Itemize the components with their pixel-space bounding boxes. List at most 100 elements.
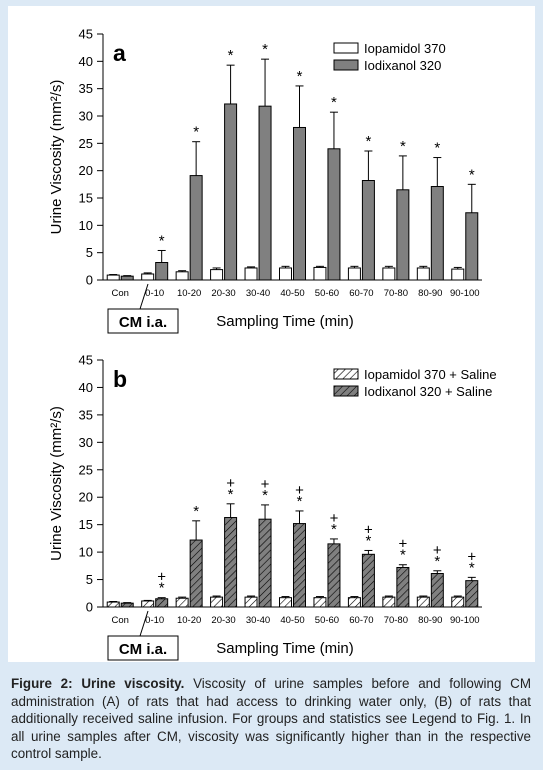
x-tick-label: 50-60 <box>315 615 339 626</box>
note-box <box>107 308 179 334</box>
x-tick-label: 0-10 <box>145 288 164 299</box>
bar <box>258 105 272 281</box>
bar <box>416 267 430 281</box>
bar <box>313 266 327 281</box>
significance-mark: + <box>364 521 373 538</box>
x-tick-label: 50-60 <box>315 288 339 299</box>
bar <box>347 267 361 281</box>
bar <box>382 596 396 608</box>
note: CM i.a. <box>119 314 167 331</box>
note-connector <box>139 283 149 310</box>
significance-mark: * <box>434 553 440 570</box>
bar <box>279 597 292 608</box>
legend-label: Iopamidol 370 <box>364 41 446 56</box>
significance-mark: * <box>365 532 371 549</box>
x-tick-label: Con <box>112 288 129 299</box>
figure: a 0 5 10 15 20 25 30 35 40 45 Urine Viscosity (mm²/… <box>8 6 535 662</box>
bar <box>155 598 169 608</box>
legend-label: Iodixanol 320 <box>364 58 441 73</box>
x-axis-label: Sampling Time (min) <box>216 313 354 330</box>
significance-mark: * <box>262 41 268 58</box>
x-tick-label: 10-20 <box>177 615 201 626</box>
y-tick-label: 0 <box>86 600 93 615</box>
x-tick-label: 70-80 <box>384 615 408 626</box>
bar <box>416 596 430 608</box>
y-tick-label: 30 <box>79 435 93 450</box>
significance-mark: * <box>469 166 475 183</box>
x-tick-label: 40-50 <box>280 615 304 626</box>
significance-mark: * <box>262 487 268 504</box>
x-tick-label: 80-90 <box>418 615 442 626</box>
bar <box>210 596 224 608</box>
significance-mark: * <box>469 559 475 576</box>
bar <box>465 212 479 281</box>
significance-mark: + <box>433 542 442 559</box>
significance-mark: * <box>297 493 303 510</box>
bar <box>382 267 396 281</box>
y-tick-label: 25 <box>79 462 93 477</box>
bar <box>430 186 444 281</box>
legend-swatch <box>333 42 359 54</box>
bar <box>106 601 120 608</box>
bar <box>175 271 189 281</box>
significance-mark: * <box>159 580 165 597</box>
bar <box>347 597 361 608</box>
bar <box>361 180 375 281</box>
legend-label: Iopamidol 370 + Saline <box>364 367 497 382</box>
x-tick-label: 30-40 <box>246 615 270 626</box>
bar <box>224 103 238 281</box>
y-tick-label: 15 <box>79 517 93 532</box>
caption-text: Viscosity of urine samples before and fo… <box>11 676 531 761</box>
y-tick-label: 40 <box>79 380 93 395</box>
significance-mark: * <box>400 547 406 564</box>
bar <box>396 566 410 608</box>
y-tick-label: 10 <box>79 545 93 560</box>
x-tick-label: 40-50 <box>280 288 304 299</box>
y-axis-label: Urine Viscosity (mm²/s) <box>48 406 65 561</box>
y-tick-label: 35 <box>79 81 93 96</box>
x-tick-label: 60-70 <box>349 288 373 299</box>
y-tick-label: 40 <box>79 54 93 69</box>
significance-mark: + <box>226 475 235 492</box>
bar <box>451 596 465 608</box>
bar <box>293 523 306 608</box>
bar <box>106 274 120 281</box>
x-tick-label: 0-10 <box>145 615 164 626</box>
bar <box>293 126 306 281</box>
bar <box>327 148 341 281</box>
x-tick-label: 70-80 <box>384 288 408 299</box>
x-axis-label: Sampling Time (min) <box>216 640 354 657</box>
note-box <box>107 635 179 661</box>
bar <box>451 268 465 281</box>
y-tick-label: 25 <box>79 136 93 151</box>
x-tick-label: Con <box>112 615 129 626</box>
bar <box>120 602 134 608</box>
panel-label: b <box>113 366 127 392</box>
significance-mark: * <box>297 68 303 85</box>
caption-label: Figure 2: Urine viscosity. <box>11 676 185 691</box>
significance-mark: + <box>295 482 304 499</box>
y-tick-label: 35 <box>79 407 93 422</box>
y-tick-label: 5 <box>86 572 93 587</box>
y-axis-label: Urine Viscosity (mm²/s) <box>48 80 65 235</box>
bar <box>224 517 238 608</box>
x-tick-label: 20-30 <box>211 288 235 299</box>
y-tick-label: 20 <box>79 163 93 178</box>
significance-mark: + <box>398 536 407 553</box>
note-connector <box>139 610 149 637</box>
bar <box>141 600 155 608</box>
y-tick-label: 0 <box>86 273 93 288</box>
y-tick-label: 5 <box>86 245 93 260</box>
bar <box>430 573 444 608</box>
caption: Figure 2: Urine viscosity. Viscosity of … <box>11 675 531 763</box>
bar <box>155 262 169 281</box>
significance-mark: * <box>193 503 199 520</box>
bar <box>361 553 375 608</box>
bar <box>313 597 327 608</box>
significance-mark: * <box>365 133 371 150</box>
significance-mark: * <box>193 124 199 141</box>
bar <box>120 275 134 281</box>
bar <box>175 597 189 608</box>
bar <box>279 267 292 281</box>
significance-mark: + <box>330 510 339 527</box>
